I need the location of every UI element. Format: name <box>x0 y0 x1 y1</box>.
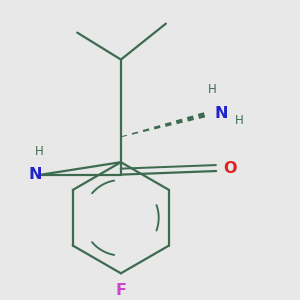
Text: N: N <box>28 167 41 182</box>
Text: N: N <box>214 106 228 121</box>
Text: O: O <box>223 161 237 176</box>
Text: F: F <box>116 283 126 298</box>
Text: H: H <box>235 114 243 127</box>
Text: H: H <box>35 146 44 158</box>
Text: H: H <box>208 82 216 96</box>
